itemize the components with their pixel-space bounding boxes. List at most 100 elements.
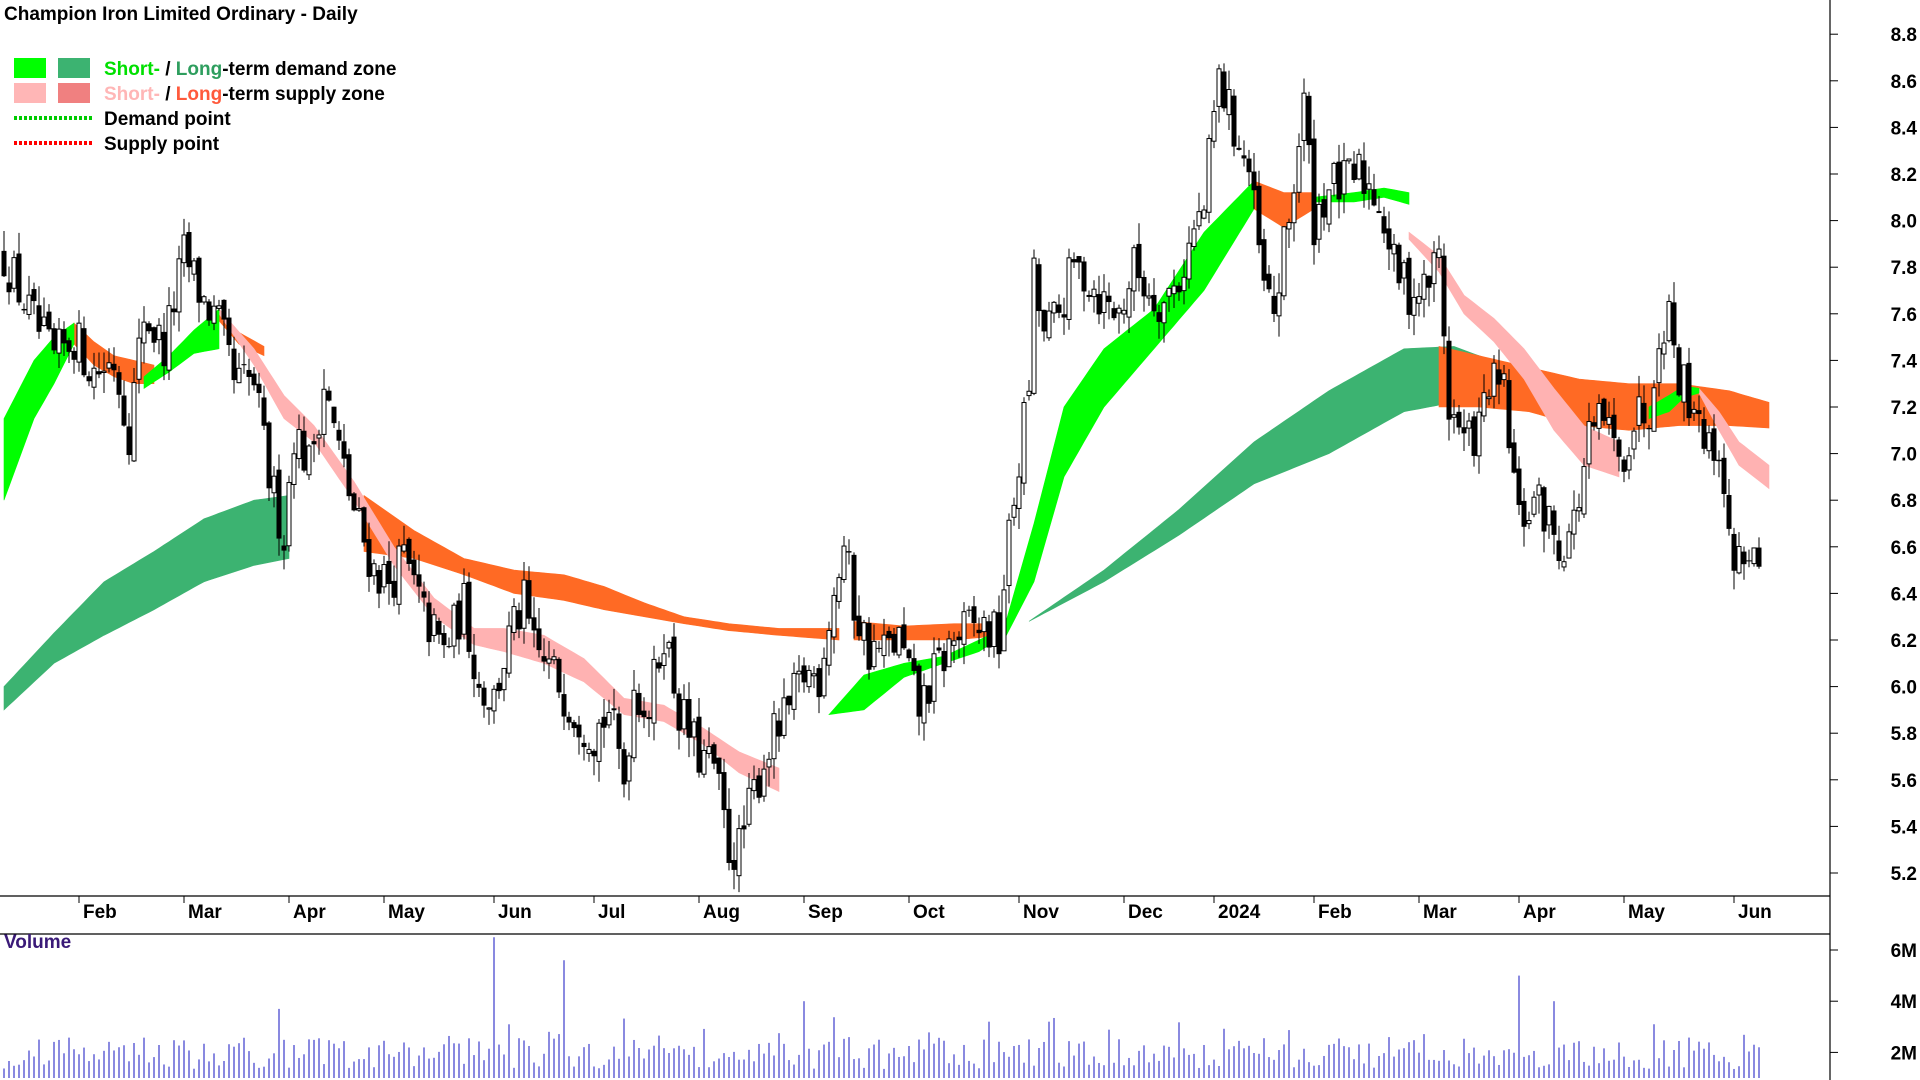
- candle: [566, 711, 572, 731]
- candle-body-down: [1071, 259, 1077, 263]
- candle: [1031, 249, 1037, 396]
- candle: [486, 707, 492, 725]
- candle: [681, 684, 687, 736]
- candle-body-up: [486, 707, 492, 710]
- candle-body-up: [511, 606, 517, 633]
- candle: [1041, 309, 1047, 342]
- candle: [1411, 278, 1417, 336]
- date-tick-label: Jul: [598, 902, 625, 923]
- candle: [411, 550, 417, 585]
- candle-body-down: [1716, 459, 1722, 462]
- legend-swatch-long: [58, 58, 90, 78]
- candle: [726, 788, 732, 871]
- candle-body-down: [341, 441, 347, 459]
- candle: [1626, 447, 1632, 480]
- price-tick-label: 6.2: [1891, 631, 1917, 652]
- candle-body-down: [1646, 427, 1652, 430]
- candle-body-up: [631, 689, 637, 759]
- candle-body-down: [346, 454, 352, 497]
- candle-body-up: [1016, 476, 1022, 509]
- candle-body-up: [1661, 342, 1667, 355]
- candle-body-down: [1311, 138, 1317, 246]
- candle-body-up: [1196, 211, 1202, 227]
- candle-body-down: [206, 301, 212, 321]
- candle-body-up: [1121, 309, 1127, 315]
- candle: [1446, 326, 1452, 441]
- candle-body-up: [321, 388, 327, 435]
- candle-body-up: [1046, 310, 1052, 339]
- candle: [1171, 269, 1177, 308]
- candle: [216, 299, 222, 311]
- candle-body-up: [1291, 192, 1297, 224]
- candle: [731, 842, 737, 890]
- candle: [836, 573, 842, 609]
- short-demand-zone-3: [1003, 180, 1255, 641]
- candle-body-down: [1726, 495, 1732, 529]
- long-demand-zone-0: [3, 495, 290, 711]
- candle: [271, 466, 277, 508]
- candle: [1381, 206, 1387, 243]
- candle: [416, 554, 422, 603]
- candle-body-up: [1586, 421, 1592, 465]
- candle: [1641, 385, 1647, 438]
- candle-body-up: [1421, 273, 1427, 300]
- candle: [1231, 89, 1237, 157]
- candle-body-down: [1, 250, 7, 277]
- candle: [511, 598, 517, 641]
- candle: [1276, 273, 1282, 337]
- legend-label: Demand point: [104, 109, 231, 130]
- candle-body-down: [986, 621, 992, 648]
- candle-body-up: [1606, 417, 1612, 425]
- candle: [1061, 297, 1067, 335]
- candle: [1396, 242, 1402, 290]
- short-supply-zone-0: [218, 308, 780, 792]
- candle-body-down: [481, 687, 487, 706]
- candle-body-down: [1256, 185, 1262, 246]
- price-tick-label: 7.2: [1891, 398, 1917, 419]
- candle: [46, 304, 52, 332]
- price-tick-label: 8.0: [1891, 212, 1917, 233]
- candle: [256, 372, 262, 408]
- candle-body-down: [351, 493, 357, 511]
- candle: [481, 681, 487, 718]
- candle-body-up: [1326, 189, 1332, 225]
- candle-body-up: [1236, 147, 1242, 150]
- candle-body-down: [966, 609, 972, 611]
- candle-body-up: [41, 316, 47, 327]
- candle: [966, 605, 972, 617]
- candle-body-up: [396, 545, 402, 605]
- candle-body-down: [1516, 468, 1522, 505]
- candle-body-down: [1471, 416, 1477, 456]
- candle: [1111, 301, 1117, 321]
- candle-body-up: [1021, 402, 1027, 484]
- candle: [1226, 70, 1232, 130]
- candle-body-down: [776, 720, 782, 737]
- candle-body-up: [1486, 396, 1492, 400]
- candle-body-up: [811, 673, 817, 677]
- candle-body-up: [1031, 257, 1037, 394]
- candle: [1071, 252, 1077, 269]
- candle: [646, 710, 652, 738]
- candle: [1531, 491, 1537, 518]
- candle-body-up: [781, 697, 787, 736]
- candle: [621, 742, 627, 798]
- candle: [1466, 412, 1472, 446]
- candle-body-up: [1276, 292, 1282, 317]
- candle-body-up: [1526, 520, 1532, 525]
- candle-body-up: [1581, 466, 1587, 515]
- candle: [1571, 490, 1577, 550]
- candle-body-up: [521, 579, 527, 629]
- candle-body-up: [871, 640, 877, 668]
- candle-body-up: [306, 445, 312, 476]
- candle: [1146, 283, 1152, 306]
- candle-body-up: [506, 625, 512, 674]
- candle: [1546, 505, 1552, 539]
- candle: [971, 596, 977, 637]
- candle-body-down: [1461, 427, 1467, 434]
- candle: [866, 617, 872, 680]
- candle: [526, 566, 532, 625]
- candle-body-down: [446, 646, 452, 648]
- candle-body-down: [536, 628, 542, 651]
- candle-body-up: [1401, 262, 1407, 279]
